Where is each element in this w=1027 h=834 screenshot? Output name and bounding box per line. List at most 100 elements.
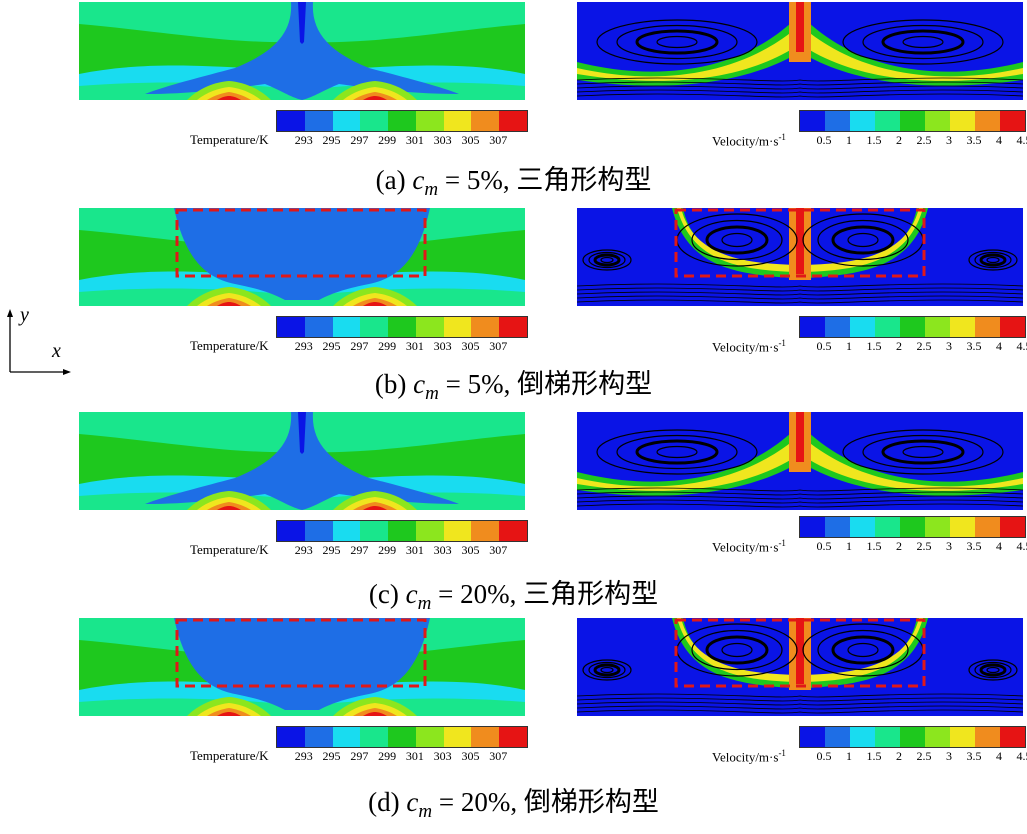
velocity-legend-d: Velocity/m·s-1 0.5 1 1.5 2 2.5 3 3.5 4 4.5 — [712, 726, 1027, 764]
colorbar-cell — [360, 727, 389, 747]
colorbar-cell — [277, 727, 305, 747]
caption-label: (d) — [368, 787, 407, 817]
colorbar-cell — [850, 111, 875, 131]
legend-tick: 1 — [846, 133, 852, 147]
legend-tick: 1.5 — [866, 339, 882, 353]
legend-tick: 295 — [322, 543, 341, 557]
colorbar-cell — [850, 317, 875, 337]
colorbar-cell — [332, 111, 361, 131]
colorbar-cell — [900, 517, 925, 537]
caption-variable: c — [413, 369, 426, 399]
colorbar-cell — [825, 727, 850, 747]
legend-tick: 295 — [322, 339, 341, 353]
streamline — [577, 81, 1023, 86]
streamline — [577, 299, 1023, 304]
legend-tick: 299 — [378, 543, 397, 557]
coordinate-axes: y x — [6, 304, 76, 378]
streamline — [968, 249, 1018, 271]
legend-tick: 297 — [350, 339, 369, 353]
colorbar — [799, 316, 1026, 338]
caption-text: = 5%, 三角形构型 — [438, 165, 652, 195]
caption-variable: c — [405, 579, 418, 609]
cold-core — [298, 412, 306, 454]
caption-variable: c — [406, 787, 419, 817]
temperature-contour-svg-b — [79, 208, 525, 306]
colorbar-cell — [825, 317, 850, 337]
legend-title: Velocity/m·s-1 — [712, 132, 786, 149]
temperature-contour-c — [79, 412, 525, 510]
velocity-legend-b: Velocity/m·s-1 0.5 1 1.5 2 2.5 3 3.5 4 4.5 — [712, 316, 1027, 354]
legend-tick: 4.5 — [1016, 339, 1027, 353]
colorbar-cell — [443, 521, 472, 541]
legend-tick: 305 — [461, 133, 480, 147]
legend-tick: 307 — [489, 543, 508, 557]
colorbar-cell — [925, 317, 950, 337]
legend-tick: 297 — [350, 543, 369, 557]
colorbar-cell — [360, 111, 389, 131]
cold-plume — [145, 412, 459, 510]
heat-source-core — [363, 506, 387, 510]
streamline — [588, 251, 626, 269]
highlight-box — [674, 208, 926, 278]
streamline — [974, 251, 1012, 269]
velocity-streamline-b — [577, 208, 1023, 306]
legend-tick: 293 — [294, 339, 313, 353]
legend-tick: 4 — [996, 133, 1002, 147]
colorbar-cell — [1000, 317, 1025, 337]
streamline — [817, 629, 909, 671]
colorbar-cell — [332, 727, 361, 747]
caption-label: (c) — [368, 579, 406, 609]
velocity-streamline-svg-a — [577, 2, 1023, 100]
streamline — [616, 24, 738, 60]
jet-band — [577, 432, 1023, 496]
colorbar-cell — [875, 317, 900, 337]
streamline — [577, 499, 1023, 504]
streamline — [968, 659, 1018, 681]
colorbar-cell — [499, 727, 528, 747]
legend-tick: 1 — [846, 539, 852, 553]
streamline — [577, 697, 1023, 702]
panel-c: Temperature/K 293 295 297 299 301 303 305 307 Ve… — [0, 410, 1027, 615]
legend-tick: 3.5 — [966, 749, 982, 763]
central-jet-core — [796, 208, 804, 274]
legend-tick: 301 — [405, 543, 424, 557]
legend-tick: 0.5 — [816, 749, 832, 763]
jet-band — [577, 22, 1023, 86]
colorbar-cell — [950, 517, 975, 537]
streamline — [721, 232, 753, 248]
velocity-streamline-c — [577, 412, 1023, 510]
colorbar-cell — [304, 111, 333, 131]
legend-tick: 301 — [405, 133, 424, 147]
colorbar-cell — [800, 517, 825, 537]
legend-tick: 299 — [378, 133, 397, 147]
colorbar-cell — [471, 727, 500, 747]
colorbar — [276, 726, 528, 748]
colorbar-cell — [332, 521, 361, 541]
colorbar-cell — [304, 317, 333, 337]
legend-tick: 4 — [996, 339, 1002, 353]
colorbar-cell — [277, 317, 305, 337]
legend-tick: 293 — [294, 749, 313, 763]
streamline — [577, 77, 1023, 82]
legend-tick: 2.5 — [916, 339, 932, 353]
temperature-legend-b: Temperature/K 293 295 297 299 301 303 305 307 — [190, 316, 530, 354]
legend-title: Velocity/m·s-1 — [712, 748, 786, 765]
caption-subscript: m — [417, 593, 432, 614]
temperature-contour-b — [79, 208, 525, 306]
colorbar-cell — [443, 727, 472, 747]
legend-tick: 297 — [350, 133, 369, 147]
legend-tick: 307 — [489, 133, 508, 147]
legend-tick: 3 — [946, 339, 952, 353]
legend-tick: 307 — [489, 339, 508, 353]
colorbar — [799, 726, 1026, 748]
streamline — [577, 491, 1023, 496]
legend-tick: 303 — [433, 133, 452, 147]
caption-variable: c — [412, 165, 425, 195]
legend-tick: 305 — [461, 749, 480, 763]
colorbar-cell — [471, 317, 500, 337]
velocity-streamline-d — [577, 618, 1023, 716]
highlight-box — [175, 618, 427, 688]
legend-tick: 299 — [378, 339, 397, 353]
caption-text: = 20%, 倒梯形构型 — [432, 787, 659, 817]
streamline — [862, 24, 984, 60]
